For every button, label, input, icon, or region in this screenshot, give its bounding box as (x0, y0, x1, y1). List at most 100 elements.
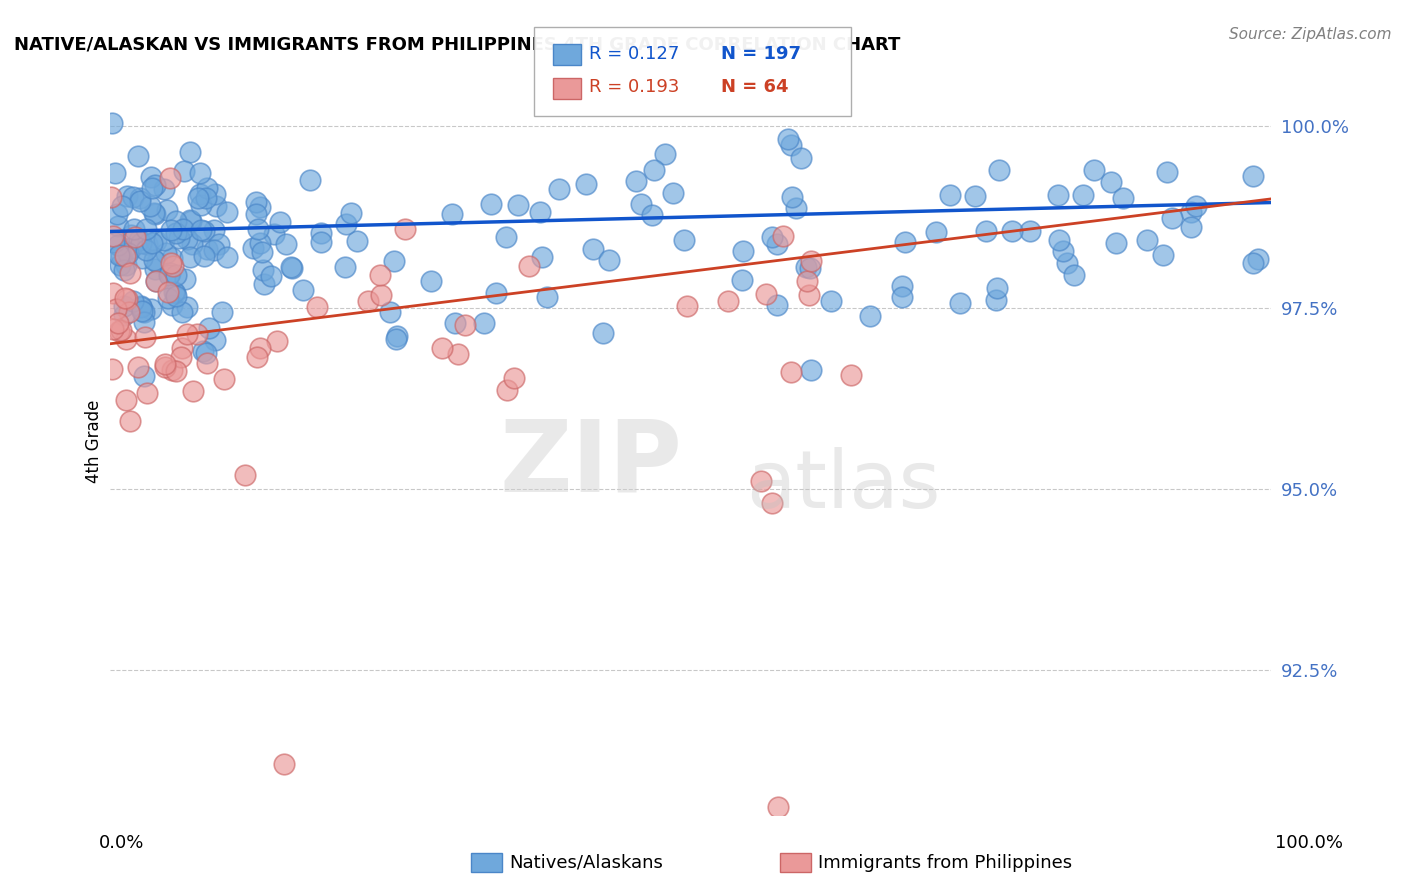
Point (115, 189, 138, 203)
Point (800, 363, 823, 377)
Point (128, 191, 150, 205)
Point (370, 288, 392, 302)
Point (495, 383, 517, 397)
Point (443, 316, 465, 330)
Point (170, 305, 193, 319)
Point (145, 235, 167, 249)
Point (162, 260, 184, 274)
Point (170, 351, 193, 365)
Point (129, 299, 152, 313)
Point (676, 299, 699, 313)
Point (188, 186, 211, 201)
Point (110, 248, 132, 262)
Point (517, 259, 540, 273)
Point (128, 194, 150, 209)
Point (382, 254, 405, 268)
Point (160, 256, 183, 270)
Point (160, 363, 183, 377)
Point (785, 201, 807, 215)
Point (394, 222, 416, 236)
Point (766, 237, 789, 252)
Point (266, 334, 288, 349)
Point (949, 296, 972, 310)
Point (141, 235, 163, 250)
Point (165, 214, 187, 228)
Point (485, 285, 508, 300)
Point (157, 285, 180, 300)
Point (139, 199, 162, 213)
Point (839, 368, 862, 383)
Point (976, 224, 998, 238)
Point (751, 475, 773, 489)
Point (103, 322, 125, 336)
Point (1241, 256, 1264, 270)
Point (129, 236, 152, 251)
Point (145, 274, 167, 288)
Point (1136, 233, 1159, 247)
Point (173, 163, 195, 178)
Point (420, 274, 443, 288)
Point (108, 248, 131, 262)
Point (193, 248, 215, 262)
Point (1071, 187, 1094, 202)
Point (157, 292, 180, 306)
Point (346, 234, 368, 248)
Point (988, 162, 1011, 177)
Point (165, 286, 187, 301)
Point (582, 242, 605, 256)
Point (246, 351, 269, 365)
Point (159, 266, 181, 280)
Point (120, 240, 142, 254)
Text: R = 0.193: R = 0.193 (589, 78, 679, 96)
Point (166, 268, 188, 282)
Point (281, 260, 304, 275)
Point (124, 230, 146, 244)
Point (217, 204, 239, 219)
Point (357, 294, 380, 309)
Point (100, 189, 122, 203)
Point (963, 188, 986, 202)
Text: NATIVE/ALASKAN VS IMMIGRANTS FROM PHILIPPINES 4TH GRADE CORRELATION CHART: NATIVE/ALASKAN VS IMMIGRANTS FROM PHILIP… (14, 36, 900, 54)
Point (384, 332, 406, 346)
Point (176, 326, 198, 341)
Text: ZIP: ZIP (499, 416, 682, 512)
Point (858, 309, 880, 323)
Point (661, 186, 683, 200)
Point (152, 182, 174, 196)
Point (181, 384, 204, 398)
Point (179, 250, 201, 264)
Point (159, 171, 181, 186)
Point (250, 245, 273, 260)
Point (114, 250, 136, 264)
Point (104, 302, 127, 317)
Point (204, 187, 226, 202)
Point (717, 294, 740, 309)
Point (1152, 248, 1174, 262)
Point (245, 207, 267, 221)
Point (269, 214, 291, 228)
Point (273, 756, 295, 771)
Point (118, 304, 141, 318)
Point (252, 262, 274, 277)
Point (155, 246, 177, 260)
Point (765, 298, 787, 312)
Point (820, 293, 842, 308)
Point (1001, 224, 1024, 238)
Point (441, 207, 464, 221)
Point (135, 243, 157, 257)
Point (640, 208, 662, 222)
Point (536, 290, 558, 304)
Point (263, 227, 285, 242)
Point (447, 347, 470, 361)
Point (190, 198, 212, 212)
Point (160, 223, 183, 237)
Text: 0.0%: 0.0% (98, 834, 143, 852)
Point (155, 357, 177, 371)
Point (135, 236, 157, 251)
Point (894, 235, 917, 249)
Point (117, 246, 139, 260)
Point (157, 268, 180, 283)
Point (790, 151, 813, 165)
Point (165, 289, 187, 303)
Point (143, 261, 166, 276)
